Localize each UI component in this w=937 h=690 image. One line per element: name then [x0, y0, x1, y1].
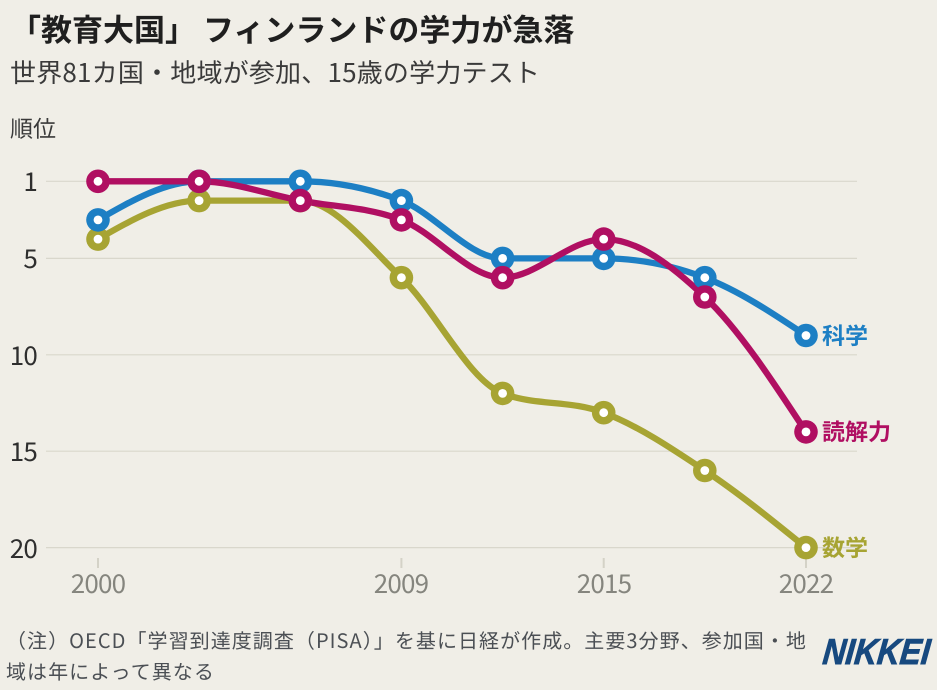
- svg-text:NIKKEI: NIKKEI: [821, 634, 933, 670]
